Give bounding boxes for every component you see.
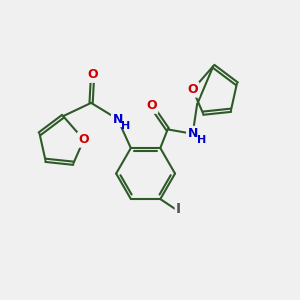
Text: H: H [121, 122, 130, 131]
Text: O: O [87, 68, 98, 81]
Text: H: H [197, 135, 206, 145]
Text: N: N [112, 112, 123, 126]
Text: N: N [188, 127, 198, 140]
Text: I: I [176, 202, 181, 216]
Text: O: O [188, 83, 198, 96]
Text: O: O [146, 99, 157, 112]
Text: O: O [78, 133, 89, 146]
